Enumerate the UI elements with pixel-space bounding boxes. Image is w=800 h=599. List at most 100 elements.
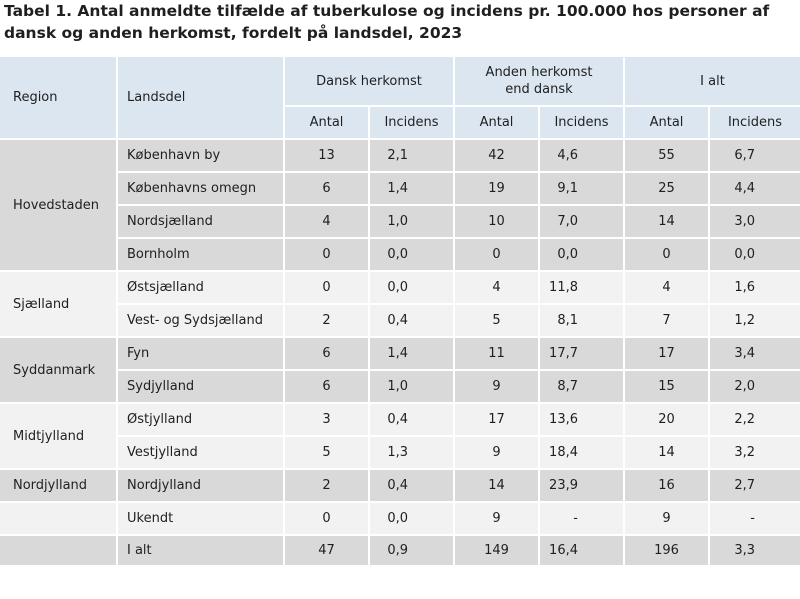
value-cell: 9,1	[540, 173, 625, 206]
value-cell: 0,0	[710, 239, 800, 272]
value-cell: 9	[455, 503, 540, 536]
value-cell: 6	[285, 371, 370, 404]
value-cell: 1,2	[710, 305, 800, 338]
region-cell	[0, 536, 118, 567]
value-cell: 13,6	[540, 404, 625, 437]
table-row: Syddanmark Fyn 6 1,4 11 17,7 17 3,4	[0, 338, 800, 404]
landsdel-cell: Københavns omegn	[118, 173, 285, 206]
value-cell: 2	[285, 305, 370, 338]
region-cell: Syddanmark	[0, 338, 118, 404]
table-row: Vestjylland 5 1,3 9 18,4 14 3,2	[0, 437, 800, 470]
value-cell: 2,0	[710, 371, 800, 404]
value-cell: 1,0	[370, 371, 455, 404]
table-row: Ukendt 0 0,0 9 - 9 -	[0, 503, 800, 536]
value-cell: 1,4	[370, 173, 455, 206]
value-cell: 1,4	[370, 338, 455, 371]
subheader-incidens: Incidens	[540, 107, 625, 140]
value-cell: 23,9	[540, 470, 625, 503]
value-cell: 0	[285, 272, 370, 305]
value-cell: 8,1	[540, 305, 625, 338]
value-cell: 4,6	[540, 140, 625, 173]
value-cell: 47	[285, 536, 370, 567]
subheader-incidens: Incidens	[710, 107, 800, 140]
value-cell: 0	[455, 239, 540, 272]
landsdel-cell: Østsjælland	[118, 272, 285, 305]
value-cell: 2,1	[370, 140, 455, 173]
value-cell: 149	[455, 536, 540, 567]
subheader-antal: Antal	[625, 107, 710, 140]
landsdel-cell: Vest- og Sydsjælland	[118, 305, 285, 338]
landsdel-cell: Ukendt	[118, 503, 285, 536]
value-cell: 0	[285, 503, 370, 536]
header-dansk-herkomst: Dansk herkomst	[285, 57, 455, 107]
landsdel-cell: Nordsjælland	[118, 206, 285, 239]
value-cell: 3,0	[710, 206, 800, 239]
landsdel-cell: Nordjylland	[118, 470, 285, 503]
value-cell: 15	[625, 371, 710, 404]
value-cell: 6,7	[710, 140, 800, 173]
value-cell: 0,0	[370, 272, 455, 305]
value-cell: 42	[455, 140, 540, 173]
value-cell: 4	[455, 272, 540, 305]
table-row: Sydjylland 6 1,0 9 8,7 15 2,0	[0, 371, 800, 404]
landsdel-cell: København by	[118, 140, 285, 173]
region-cell: Sjælland	[0, 272, 118, 338]
value-cell: 3,2	[710, 437, 800, 470]
header-landsdel: Landsdel	[118, 57, 285, 140]
region-cell	[0, 503, 118, 536]
value-cell: 0	[625, 239, 710, 272]
value-cell: 9	[455, 437, 540, 470]
region-cell: Midtjylland	[0, 404, 118, 470]
value-cell: 7,0	[540, 206, 625, 239]
value-cell: 1,0	[370, 206, 455, 239]
value-cell: 7	[625, 305, 710, 338]
table-row: Københavns omegn 6 1,4 19 9,1 25 4,4	[0, 173, 800, 206]
value-cell: 0	[285, 239, 370, 272]
value-cell: 11,8	[540, 272, 625, 305]
value-cell: 13	[285, 140, 370, 173]
value-cell: 10	[455, 206, 540, 239]
value-cell: 5	[455, 305, 540, 338]
header-anden-herkomst-text: Anden herkomst end dansk	[485, 65, 593, 97]
table-row: Midtjylland Østjylland 3 0,4 17 13,6 20 …	[0, 404, 800, 470]
subheader-antal: Antal	[455, 107, 540, 140]
value-cell: 0,4	[370, 470, 455, 503]
value-cell: 0,9	[370, 536, 455, 567]
table-row: Nordjylland Nordjylland 2 0,4 14 23,9 16…	[0, 470, 800, 503]
landsdel-cell: Sydjylland	[118, 371, 285, 404]
landsdel-cell: Bornholm	[118, 239, 285, 272]
table-row-total: I alt 47 0,9 149 16,4 196 3,3	[0, 536, 800, 567]
value-cell: 16,4	[540, 536, 625, 567]
table-row: Hovedstaden København by 13 2,1 42 4,6 5…	[0, 140, 800, 272]
value-cell: 3	[285, 404, 370, 437]
region-cell: Hovedstaden	[0, 140, 118, 272]
header-anden-herkomst: Anden herkomst end dansk	[455, 57, 625, 107]
value-cell: 25	[625, 173, 710, 206]
value-cell: 6	[285, 173, 370, 206]
value-cell: 17,7	[540, 338, 625, 371]
value-cell: 20	[625, 404, 710, 437]
value-cell: 55	[625, 140, 710, 173]
value-cell: 18,4	[540, 437, 625, 470]
table-row: Nordsjælland 4 1,0 10 7,0 14 3,0	[0, 206, 800, 239]
value-cell: 0,4	[370, 404, 455, 437]
value-cell: 16	[625, 470, 710, 503]
value-cell: 2	[285, 470, 370, 503]
value-cell: 196	[625, 536, 710, 567]
value-cell: 8,7	[540, 371, 625, 404]
value-cell: 4,4	[710, 173, 800, 206]
header-region: Region	[0, 57, 118, 140]
value-cell: 17	[455, 404, 540, 437]
value-cell: 11	[455, 338, 540, 371]
value-cell: 3,3	[710, 536, 800, 567]
landsdel-cell: Fyn	[118, 338, 285, 371]
value-cell: 9	[455, 371, 540, 404]
value-cell: 2,7	[710, 470, 800, 503]
value-cell: 14	[625, 437, 710, 470]
value-cell: 6	[285, 338, 370, 371]
value-cell: 3,4	[710, 338, 800, 371]
value-cell: 14	[625, 206, 710, 239]
subheader-antal: Antal	[285, 107, 370, 140]
value-cell: -	[540, 503, 625, 536]
value-cell: 0,0	[540, 239, 625, 272]
